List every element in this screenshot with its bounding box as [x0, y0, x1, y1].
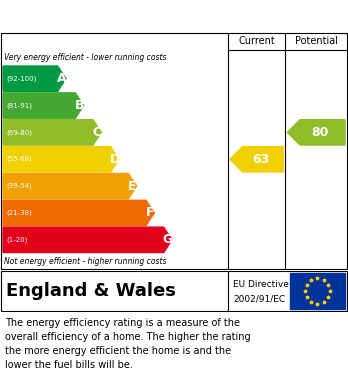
Text: (1-20): (1-20) — [6, 237, 27, 243]
Text: A: A — [57, 72, 66, 85]
Polygon shape — [287, 120, 345, 145]
Text: England & Wales: England & Wales — [6, 282, 176, 300]
Text: 80: 80 — [312, 126, 329, 139]
Text: The energy efficiency rating is a measure of the
overall efficiency of a home. T: The energy efficiency rating is a measur… — [5, 318, 251, 370]
Text: (92-100): (92-100) — [6, 75, 37, 82]
Polygon shape — [230, 147, 283, 172]
Text: B: B — [75, 99, 84, 112]
Text: D: D — [110, 153, 120, 166]
Text: Potential: Potential — [295, 36, 338, 46]
Polygon shape — [3, 147, 119, 172]
Text: Not energy efficient - higher running costs: Not energy efficient - higher running co… — [4, 258, 166, 267]
Text: F: F — [146, 206, 155, 219]
Text: (81-91): (81-91) — [6, 102, 32, 109]
Polygon shape — [3, 93, 84, 118]
Text: C: C — [93, 126, 102, 139]
Text: G: G — [163, 233, 173, 246]
Text: (39-54): (39-54) — [6, 183, 32, 189]
Text: Energy Efficiency Rating: Energy Efficiency Rating — [9, 7, 238, 25]
Text: Current: Current — [238, 36, 275, 46]
Bar — [290, 273, 345, 309]
Text: 2002/91/EC: 2002/91/EC — [233, 294, 285, 303]
Polygon shape — [3, 200, 155, 226]
Text: Very energy efficient - lower running costs: Very energy efficient - lower running co… — [4, 54, 166, 63]
Text: 63: 63 — [252, 153, 269, 166]
Text: (55-68): (55-68) — [6, 156, 32, 163]
Text: (21-38): (21-38) — [6, 210, 32, 216]
Polygon shape — [3, 174, 137, 199]
Polygon shape — [3, 227, 172, 253]
Polygon shape — [3, 66, 66, 91]
Text: EU Directive: EU Directive — [233, 280, 289, 289]
Polygon shape — [3, 120, 101, 145]
Text: E: E — [128, 179, 137, 193]
Text: (69-80): (69-80) — [6, 129, 32, 136]
